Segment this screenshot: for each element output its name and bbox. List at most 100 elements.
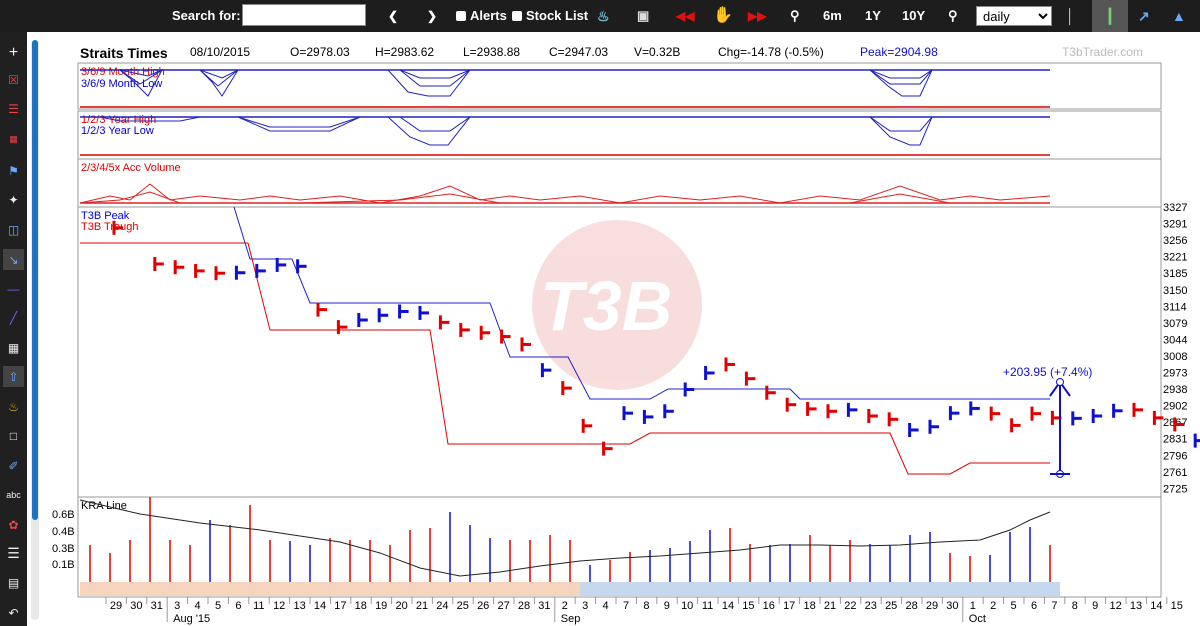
- hand-icon[interactable]: ✋: [713, 7, 733, 24]
- date-tick: 12: [273, 600, 285, 612]
- hatch-icon[interactable]: ▤: [7, 575, 20, 590]
- month-label: Oct: [969, 613, 986, 625]
- t3b-trough-line: [80, 242, 1050, 475]
- date-tick: 21: [416, 600, 428, 612]
- vol-tick: 0.4B: [52, 526, 75, 538]
- camera-icon[interactable]: ▣: [637, 8, 650, 23]
- alert-bell-icon[interactable]: ♨: [8, 399, 19, 414]
- ohlc-bar-icon[interactable]: │: [1066, 8, 1075, 24]
- scrollbar[interactable]: [31, 40, 39, 620]
- period-select[interactable]: daily: [976, 6, 1052, 26]
- price-tick: 2796: [1163, 450, 1187, 462]
- price-tick: 2938: [1163, 384, 1187, 396]
- eraser-icon[interactable]: ✐: [8, 458, 19, 473]
- date-tick: 10: [681, 600, 693, 612]
- legend-acc-volume: 2/3/4/5x Acc Volume: [81, 162, 181, 174]
- undo-icon[interactable]: ↶: [8, 605, 19, 620]
- line-chart-icon[interactable]: ↗: [1138, 8, 1150, 24]
- legend-t3b-peak: T3B Peak: [81, 210, 130, 222]
- date-tick: 14: [1150, 600, 1162, 612]
- panel-month-frame: [77, 62, 1162, 110]
- date-tick: 26: [477, 600, 489, 612]
- trendline-icon[interactable]: ╱: [9, 310, 18, 325]
- stocklist-label: Stock List: [526, 8, 589, 23]
- up-arrow-icon[interactable]: ⇧: [3, 366, 24, 387]
- header-change: Chg=-14.78 (-0.5%): [718, 45, 824, 59]
- t3b-logo: T3B: [532, 220, 702, 390]
- prev-arrow-icon[interactable]: ❮: [388, 9, 399, 23]
- range-10y-button[interactable]: 10Y: [902, 8, 926, 23]
- price-tick: 3150: [1163, 285, 1187, 297]
- legend-month-low: 3/6/9 Month Low: [81, 78, 162, 90]
- date-tick: 21: [824, 600, 836, 612]
- tool-sidebar: + ☒ ☰ ▦ ⚑ ✦ ◫ ↘ — ╱ ▦ ⇧ ♨ □ ✐ abc ✿ ☰ ▤ …: [0, 32, 27, 626]
- date-tick: 28: [518, 600, 530, 612]
- volume-band-orange: [80, 582, 580, 596]
- trend-arrow-icon[interactable]: ↘: [3, 249, 24, 270]
- text-tool-icon[interactable]: abc: [6, 489, 21, 500]
- price-tick: 3221: [1163, 252, 1187, 264]
- date-tick: 28: [905, 600, 917, 612]
- horizontal-lines-icon[interactable]: ☰: [8, 101, 19, 116]
- price-tick: 2761: [1163, 467, 1187, 479]
- chart[interactable]: Straits Times 08/10/2015 O=2978.03 H=298…: [0, 32, 1200, 626]
- save-icon[interactable]: ◫: [7, 222, 20, 237]
- vol-tick: 0.6B: [52, 509, 75, 521]
- vol-tick: 0.1B: [52, 559, 75, 571]
- month-lines: [80, 69, 1050, 108]
- date-tick: 23: [865, 600, 877, 612]
- date-tick: 30: [130, 600, 142, 612]
- price-tick: 2831: [1163, 434, 1187, 446]
- date-tick: 19: [375, 600, 387, 612]
- measure-annotation[interactable]: +203.95 (+7.4%): [1000, 364, 1118, 478]
- candle-icon[interactable]: ┃: [1092, 0, 1128, 32]
- mountain-chart-icon[interactable]: ▲: [1172, 8, 1186, 24]
- draw-tool-icon[interactable]: ✦: [8, 192, 19, 207]
- price-tick: 2725: [1163, 483, 1187, 495]
- alerts-checkbox[interactable]: [456, 11, 466, 21]
- month-label: Sep: [561, 613, 581, 625]
- fib-levels-icon[interactable]: ▦: [9, 134, 18, 144]
- rewind-icon[interactable]: ◀◀: [676, 9, 695, 23]
- date-tick: 29: [926, 600, 938, 612]
- stocklist-checkbox[interactable]: [512, 11, 522, 21]
- date-tick: 18: [355, 600, 367, 612]
- bell-icon[interactable]: ♨: [597, 8, 610, 24]
- stocklist-toggle[interactable]: Stock List: [512, 0, 588, 32]
- date-tick: 22: [844, 600, 856, 612]
- zoom-out-icon[interactable]: ⚲: [948, 8, 958, 23]
- measure-label: +203.95 (+7.4%): [1003, 365, 1092, 379]
- price-tick: 3256: [1163, 235, 1187, 247]
- fast-forward-icon[interactable]: ▶▶: [748, 9, 767, 23]
- alerts-toggle[interactable]: Alerts: [456, 0, 507, 32]
- delete-drawing-icon[interactable]: ☒: [8, 72, 19, 87]
- price-tick: 3079: [1163, 318, 1187, 330]
- search-input[interactable]: [242, 4, 366, 26]
- hline-icon[interactable]: —: [7, 281, 20, 296]
- date-tick: 3: [174, 600, 180, 612]
- range-6m-button[interactable]: 6m: [823, 8, 842, 23]
- kra-line: [79, 499, 1051, 577]
- zoom-icon[interactable]: ⚲: [790, 8, 800, 23]
- marker-icon[interactable]: ⚑: [8, 163, 19, 178]
- header-peak: Peak=2904.98: [860, 45, 938, 59]
- color-palette-icon[interactable]: ✿: [8, 517, 19, 532]
- menu-icon[interactable]: ☰: [7, 545, 20, 561]
- volume-band-blue: [580, 582, 1060, 596]
- date-tick: 25: [885, 600, 897, 612]
- next-arrow-icon[interactable]: ❯: [427, 9, 438, 23]
- crosshair-icon[interactable]: +: [8, 43, 19, 61]
- date-tick: 8: [1072, 600, 1078, 612]
- price-tick: 3114: [1163, 301, 1187, 313]
- watermark-text: T3bTrader.com: [1062, 45, 1143, 59]
- trough-line-path: [80, 242, 1050, 475]
- scrollbar-thumb[interactable]: [32, 40, 38, 520]
- svg-text:T3B: T3B: [540, 267, 672, 345]
- date-tick: 5: [215, 600, 221, 612]
- date-tick: 31: [538, 600, 550, 612]
- header-volume: V=0.32B: [634, 45, 680, 59]
- select-box-icon[interactable]: □: [9, 428, 18, 443]
- parallel-lines-icon[interactable]: ▦: [7, 340, 20, 355]
- volume-bars: [89, 497, 1051, 582]
- range-1y-button[interactable]: 1Y: [865, 8, 881, 23]
